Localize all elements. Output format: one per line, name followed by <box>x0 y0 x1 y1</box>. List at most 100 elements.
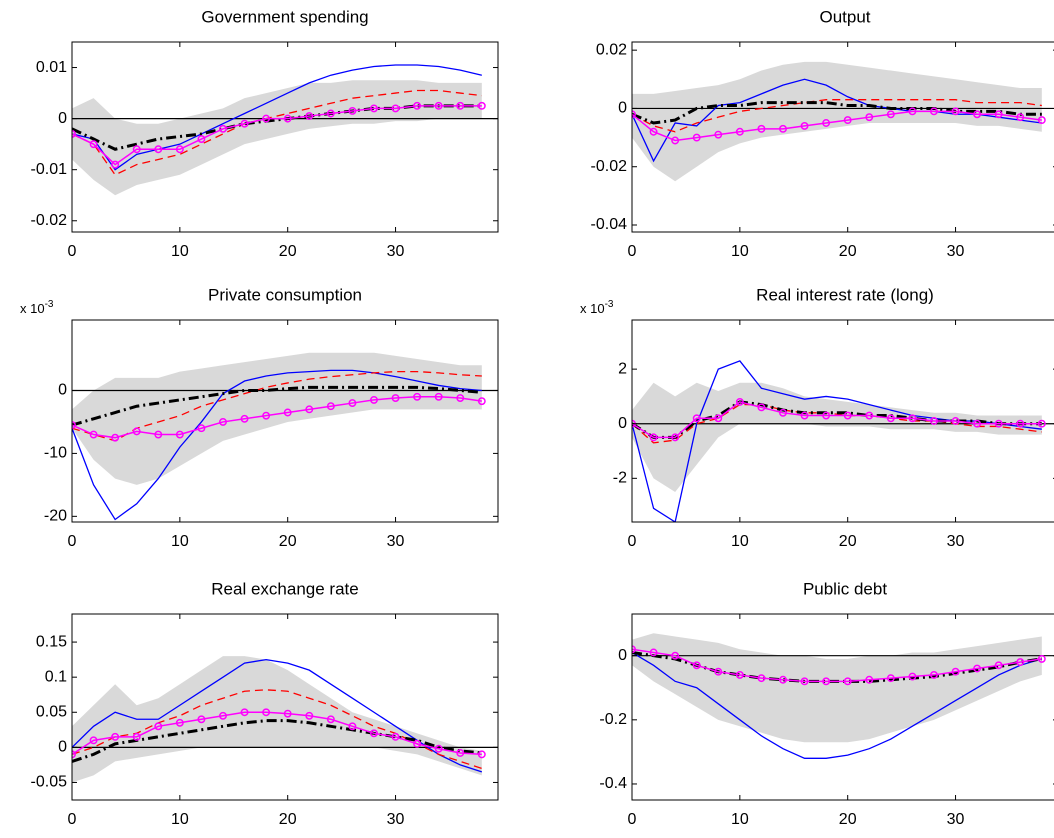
series-marker <box>240 119 249 128</box>
y-tick-label: 0 <box>618 647 627 664</box>
series-marker <box>930 670 938 679</box>
x-tick-label: 20 <box>839 533 857 550</box>
multiplier-base: x 10 <box>20 301 45 316</box>
series-marker <box>843 677 852 686</box>
y-tick-label: -0.2 <box>599 711 627 728</box>
panel-title: Private consumption <box>208 285 362 304</box>
series-marker <box>632 110 636 119</box>
series-marker <box>154 430 163 439</box>
confidence-band <box>632 633 1042 743</box>
series-marker <box>1016 113 1025 122</box>
x-tick-label: 30 <box>947 533 965 550</box>
axis-multiplier: x 10-3 <box>20 299 54 317</box>
series-marker <box>692 414 701 423</box>
series-line <box>72 64 482 171</box>
y-tick-label: -0.02 <box>31 212 68 229</box>
axis-multiplier: x 10-3 <box>580 299 614 317</box>
series-marker <box>305 112 314 121</box>
plot-frame <box>71 41 499 233</box>
series-marker <box>391 732 400 741</box>
series-marker <box>1016 658 1025 667</box>
panel-title: Public debt <box>803 579 887 598</box>
series-marker <box>632 645 636 654</box>
series-marker <box>908 107 917 116</box>
series-marker <box>240 414 249 423</box>
series-marker <box>930 107 938 116</box>
series-marker <box>735 670 744 679</box>
series-marker <box>305 405 314 414</box>
series-marker <box>973 419 982 428</box>
series-marker <box>348 107 357 115</box>
y-tick-label: 0 <box>58 739 67 756</box>
series-marker <box>671 136 680 145</box>
plot-area <box>72 656 498 783</box>
y-tick-label: -0.05 <box>31 774 68 791</box>
series-marker <box>714 667 723 676</box>
series-marker <box>692 133 701 142</box>
series-marker <box>456 101 465 110</box>
series-marker <box>714 130 723 139</box>
x-tick-label: 30 <box>387 811 405 828</box>
x-tick-label: 30 <box>947 243 965 260</box>
x-tick-label: 20 <box>279 533 297 550</box>
x-tick-label: 0 <box>628 243 637 260</box>
plot-area <box>632 61 1054 182</box>
series-line <box>632 651 1043 759</box>
y-tick-label: -2 <box>613 470 627 487</box>
panel-title: Real interest rate (long) <box>756 285 934 304</box>
series-marker <box>735 397 744 406</box>
series-marker <box>413 392 422 401</box>
series-line <box>72 689 483 770</box>
series-marker <box>649 127 658 136</box>
series-marker <box>994 419 1003 428</box>
series-marker <box>370 104 378 113</box>
series-marker <box>951 417 960 425</box>
multiplier-base: x 10 <box>580 301 605 316</box>
x-tick-label: 0 <box>628 533 637 550</box>
series-marker <box>175 145 184 154</box>
series-marker <box>391 104 400 113</box>
series-marker <box>994 110 1003 119</box>
plot-frame <box>631 319 1054 523</box>
series-marker <box>89 736 98 745</box>
y-tick-label: 0.15 <box>36 633 67 650</box>
series-marker <box>175 430 184 439</box>
confidence-band <box>72 656 482 783</box>
series-marker <box>434 101 443 110</box>
series-marker <box>456 749 465 757</box>
series-line <box>632 400 1042 439</box>
series-marker <box>434 744 443 753</box>
y-tick-label: 2 <box>618 360 627 377</box>
series-marker <box>154 145 163 154</box>
series-marker <box>865 675 874 684</box>
series-marker <box>132 732 141 741</box>
y-tick-label: -0.02 <box>591 158 628 175</box>
y-tick-label: 0 <box>618 100 627 117</box>
y-tick-label: -0.4 <box>599 775 627 792</box>
series-marker <box>175 718 184 727</box>
x-tick-label: 0 <box>628 811 637 828</box>
panel-title: Output <box>819 7 870 26</box>
series-marker <box>779 124 787 133</box>
series-marker <box>800 677 809 686</box>
panel-title: Government spending <box>201 7 368 26</box>
series-marker <box>649 433 658 442</box>
series-line <box>632 101 1042 125</box>
series-line <box>72 369 482 521</box>
series-marker <box>89 140 98 149</box>
series-line <box>72 370 482 442</box>
series-line <box>72 719 482 763</box>
series-marker <box>348 399 357 408</box>
confidence-band <box>632 382 1042 492</box>
series-marker <box>779 408 787 417</box>
series-marker <box>779 675 787 684</box>
plot-frame <box>631 41 1054 233</box>
series-marker <box>477 397 486 406</box>
panel-title: Real exchange rate <box>211 579 358 598</box>
series-marker <box>865 411 874 420</box>
series-marker <box>219 124 227 133</box>
series-marker <box>1037 654 1046 663</box>
plot-frame <box>71 319 499 523</box>
